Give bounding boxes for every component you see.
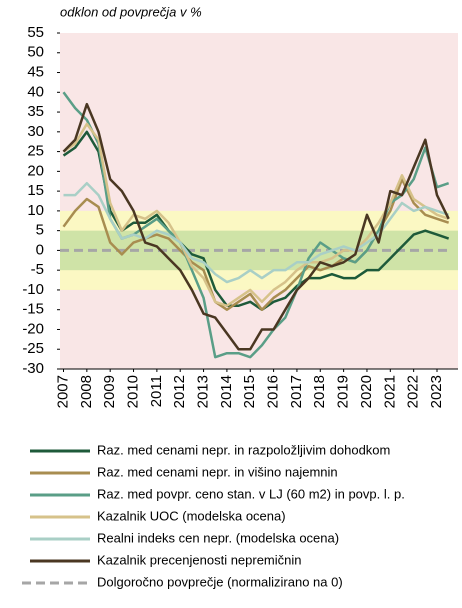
legend-label: Raz. med cenami nepr. in višino najemnin — [97, 464, 338, 479]
x-tick-label: 2019 — [335, 375, 352, 408]
series-line — [62, 130, 450, 311]
series-line — [62, 102, 450, 351]
x-tick-label: 2022 — [405, 375, 422, 408]
x-tick-label: 2011 — [148, 375, 165, 407]
legend-label: Kazalnik UOC (modelska ocena) — [97, 508, 286, 523]
y-tick-label: 20 — [27, 162, 44, 179]
x-tick-label: 2016 — [265, 375, 282, 408]
y-tick-label: -25 — [22, 340, 44, 357]
x-tick-label: 2017 — [288, 375, 305, 408]
y-tick-label: 55 — [27, 24, 44, 41]
y-tick-label: 0 — [36, 241, 44, 258]
x-tick-label: 2015 — [241, 375, 258, 408]
x-tick-label: 2018 — [311, 375, 328, 408]
y-tick-label: 25 — [27, 143, 44, 160]
y-tick-label: -15 — [22, 301, 44, 318]
legend-label: Raz. med cenami nepr. in razpoložljivim … — [97, 442, 390, 457]
x-tick-label: 2007 — [54, 375, 71, 408]
x-tick-label: 2009 — [101, 375, 118, 408]
x-tick-label: 2008 — [78, 375, 95, 408]
x-tick-label: 2014 — [218, 375, 235, 408]
y-tick-label: 5 — [36, 222, 44, 239]
series-line — [63, 181, 450, 284]
y-tick-label: 35 — [27, 103, 44, 120]
y-tick-label: -30 — [22, 360, 44, 377]
x-tick-label: 2012 — [171, 375, 188, 408]
y-tick-label: 30 — [27, 123, 44, 140]
x-tick-label: 2021 — [381, 375, 398, 408]
plot-background — [60, 33, 458, 369]
y-tick-label: -10 — [22, 281, 44, 298]
y-tick-label: 15 — [27, 182, 44, 199]
subtitle: odklon od povprečja v % — [60, 4, 202, 19]
legend-label: Kazalnik precenjenosti nepremičnin — [97, 552, 302, 567]
x-tick-label: 2013 — [195, 375, 212, 408]
y-tick-label: 45 — [27, 63, 44, 80]
y-tick-label: 40 — [27, 83, 44, 100]
x-tick-label: 2010 — [124, 375, 141, 408]
y-tick-label: -5 — [31, 261, 44, 278]
legend-label: Dolgoročno povprečje (normalizirano na 0… — [97, 574, 343, 589]
legend-label: Realni indeks cen nepr. (modelska ocena) — [97, 530, 339, 545]
x-tick-label: 2020 — [358, 375, 375, 408]
y-tick-label: 10 — [27, 202, 44, 219]
y-tick-label: -20 — [22, 320, 44, 337]
x-tick-label: 2023 — [428, 375, 445, 408]
legend-label: Raz. med povpr. ceno stan. v LJ (60 m2) … — [97, 486, 405, 501]
y-tick-label: 50 — [27, 44, 44, 61]
